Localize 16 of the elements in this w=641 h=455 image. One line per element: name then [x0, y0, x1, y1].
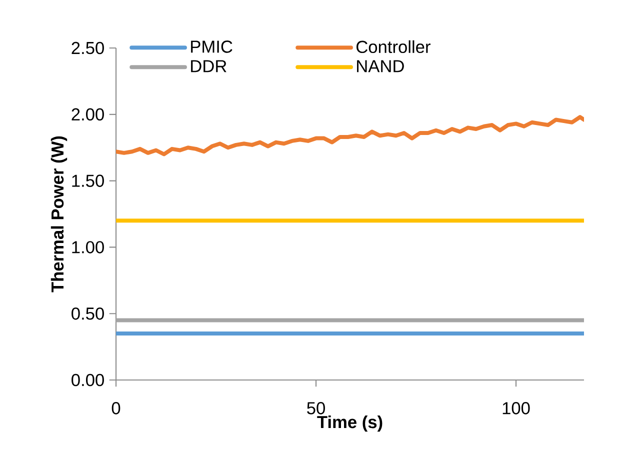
- x-tick-label: 50: [307, 402, 325, 414]
- x-tick-label: 0: [112, 402, 120, 414]
- legend-label: Controller: [356, 40, 430, 54]
- y-tick-label: 1.00: [72, 241, 104, 254]
- legend-label: PMIC: [191, 40, 232, 53]
- legend-label: NAND: [357, 60, 404, 72]
- y-axis-title: Thermal Power (W): [50, 136, 68, 292]
- y-tick-label: 2.50: [72, 42, 104, 54]
- y-tick-label: 1.50: [72, 174, 104, 187]
- y-tick-label: 0.00: [72, 374, 104, 386]
- legend-label: DDR: [191, 60, 226, 72]
- y-tick-label: 0.50: [72, 307, 104, 320]
- line-series: [116, 115, 584, 156]
- y-tick-label: 2.00: [72, 108, 104, 121]
- x-tick-label: 100: [502, 402, 530, 414]
- x-axis-title: Time (s): [317, 415, 382, 432]
